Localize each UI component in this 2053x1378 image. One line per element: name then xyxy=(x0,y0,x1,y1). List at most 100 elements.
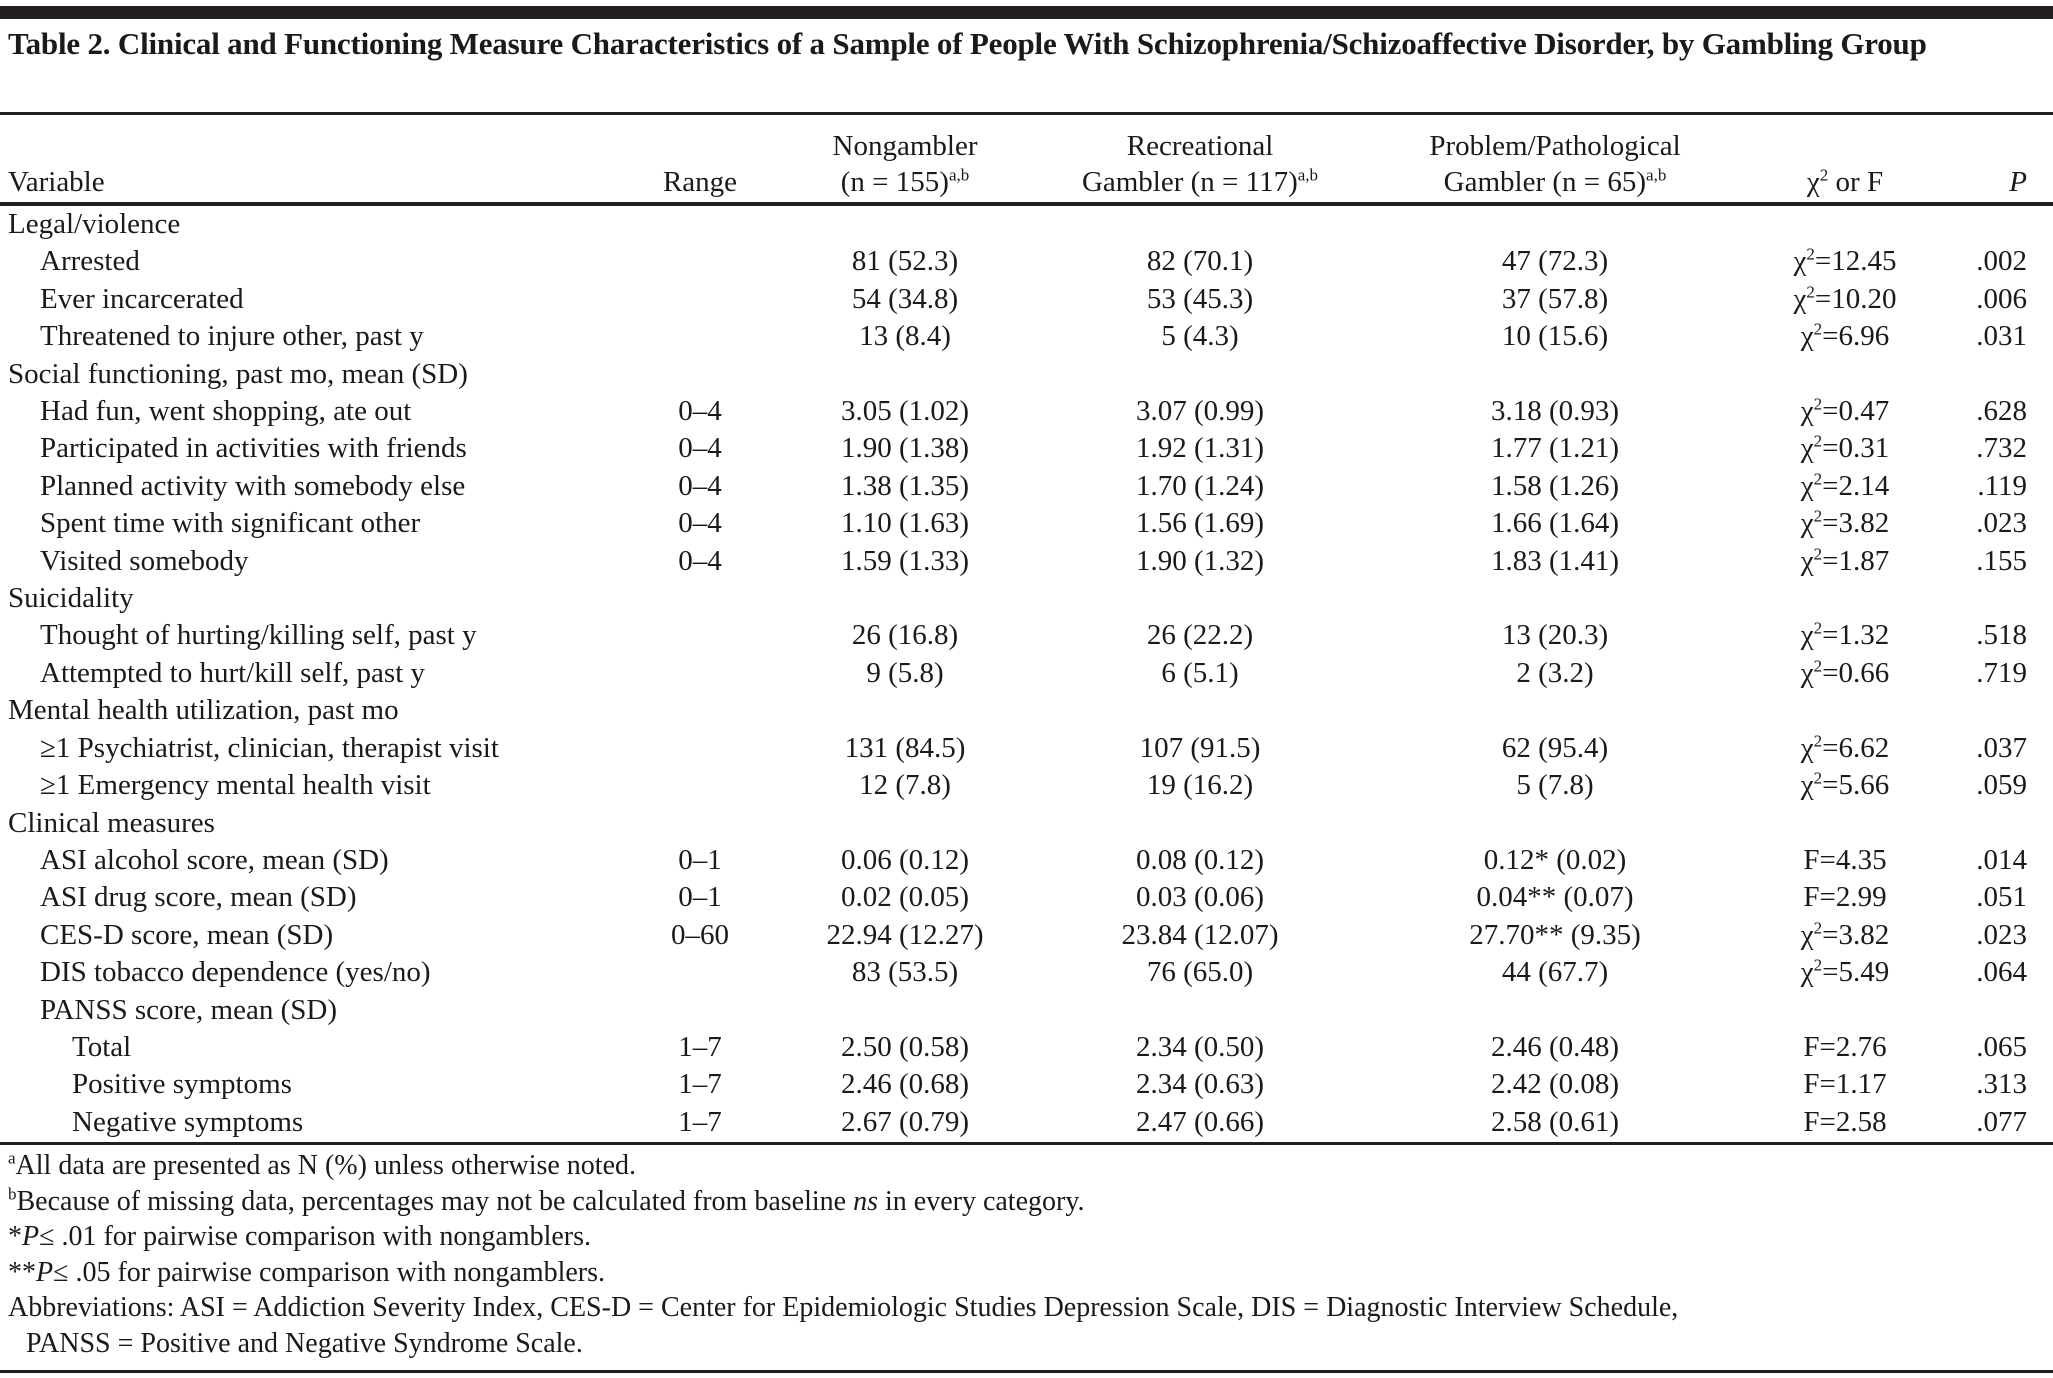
variable-cell: ASI alcohol score, mean (SD) xyxy=(40,843,389,876)
statistic-cell: χ2=10.20 xyxy=(1793,282,1897,315)
nongambler-cell: 12 (7.8) xyxy=(859,769,951,802)
variable-cell: Spent time with significant other xyxy=(40,507,421,540)
problem-cell: 1.66 (1.64) xyxy=(1490,507,1620,540)
empty-cell xyxy=(1030,580,1370,617)
table-row: Visited somebody 0–4 1.59 (1.33) 1.90 (1.32… xyxy=(0,543,2053,580)
range-cell xyxy=(620,655,780,692)
range-cell: 0–60 xyxy=(671,918,729,951)
empty-cell xyxy=(620,356,780,393)
section-row: PANSS score, mean (SD) xyxy=(0,992,2053,1029)
recreational-cell: 0.08 (0.12) xyxy=(1135,843,1265,876)
p-value-cell: .023 xyxy=(1976,918,2027,951)
p-value-cell: .155 xyxy=(1976,544,2027,577)
variable-cell: Visited somebody xyxy=(40,544,249,577)
range-cell xyxy=(620,617,780,654)
range-cell: 1–7 xyxy=(678,1105,722,1138)
recreational-cell: 5 (4.3) xyxy=(1161,320,1239,353)
empty-cell xyxy=(780,580,1030,617)
variable-cell: Attempted to hurt/kill self, past y xyxy=(40,656,426,689)
problem-cell: 37 (57.8) xyxy=(1501,282,1609,315)
table-row: DIS tobacco dependence (yes/no) 83 (53.5)… xyxy=(0,954,2053,991)
problem-cell: 62 (95.4) xyxy=(1501,731,1609,764)
table-bottom-rule xyxy=(0,1142,2053,1145)
empty-cell xyxy=(1740,580,1950,617)
recreational-cell: 19 (16.2) xyxy=(1146,769,1254,802)
empty-cell xyxy=(1740,992,1950,1029)
p-value-cell: .119 xyxy=(1977,469,2027,502)
nongambler-cell: 83 (53.5) xyxy=(851,956,959,989)
statistic-cell: χ2=5.49 xyxy=(1800,955,1890,989)
empty-cell xyxy=(1370,805,1740,842)
empty-cell xyxy=(1030,206,1370,243)
statistic-cell: χ2=0.31 xyxy=(1800,431,1890,465)
variable-cell: ≥1 Psychiatrist, clinician, therapist vi… xyxy=(40,731,499,764)
table-row: Threatened to injure other, past y 13 (8.… xyxy=(0,318,2053,355)
nongambler-cell: 26 (16.8) xyxy=(851,619,959,652)
section-row: Legal/violence xyxy=(0,206,2053,243)
empty-cell xyxy=(1950,356,2053,393)
nongambler-cell: 9 (5.8) xyxy=(866,656,944,689)
p-value-cell: .313 xyxy=(1976,1068,2027,1101)
p-value-cell: .077 xyxy=(1976,1105,2027,1138)
p-value-cell: .023 xyxy=(1976,507,2027,540)
recreational-cell: 1.90 (1.32) xyxy=(1135,544,1265,577)
variable-cell: Negative symptoms xyxy=(72,1105,304,1138)
table-row: Arrested 81 (52.3) 82 (70.1) 47 (72.3) χ2=12… xyxy=(0,243,2053,280)
problem-cell: 3.18 (0.93) xyxy=(1490,395,1620,428)
nongambler-cell: 3.05 (1.02) xyxy=(840,395,970,428)
variable-cell: Total xyxy=(72,1030,132,1063)
p-value-cell: .051 xyxy=(1976,881,2027,914)
statistic-cell: F=1.17 xyxy=(1803,1068,1887,1101)
recreational-cell: 107 (91.5) xyxy=(1139,731,1261,764)
p-value-cell: .719 xyxy=(1976,656,2027,689)
table-row: Thought of hurting/killing self, past y 2… xyxy=(0,617,2053,654)
empty-cell xyxy=(1370,992,1740,1029)
empty-cell xyxy=(780,206,1030,243)
p-value-cell: .006 xyxy=(1976,282,2027,315)
variable-cell: Planned activity with somebody else xyxy=(40,469,466,502)
empty-cell xyxy=(780,805,1030,842)
nongambler-cell: 54 (34.8) xyxy=(851,282,959,315)
range-cell: 0–4 xyxy=(678,469,722,502)
empty-cell xyxy=(1030,356,1370,393)
variable-cell: DIS tobacco dependence (yes/no) xyxy=(40,956,431,989)
recreational-cell: 3.07 (0.99) xyxy=(1135,395,1265,428)
table-row: Negative symptoms 1–7 2.67 (0.79) 2.47 (0.6… xyxy=(0,1104,2053,1141)
range-cell: 0–4 xyxy=(678,507,722,540)
nongambler-cell: 1.38 (1.35) xyxy=(840,469,970,502)
empty-cell xyxy=(780,992,1030,1029)
variable-cell: CES-D score, mean (SD) xyxy=(40,918,334,951)
empty-cell xyxy=(620,206,780,243)
variable-cell: Threatened to injure other, past y xyxy=(40,320,424,353)
table-row: Spent time with significant other 0–4 1.10… xyxy=(0,505,2053,542)
variable-cell: PANSS score, mean (SD) xyxy=(40,993,337,1026)
recreational-cell: 26 (22.2) xyxy=(1146,619,1254,652)
recreational-cell: 6 (5.1) xyxy=(1161,656,1239,689)
table-row: Ever incarcerated 54 (34.8) 53 (45.3) 37 (5… xyxy=(0,281,2053,318)
recreational-cell: 0.03 (0.06) xyxy=(1135,881,1265,914)
section-row: Clinical measures xyxy=(0,805,2053,842)
problem-cell: 1.83 (1.41) xyxy=(1490,544,1620,577)
problem-cell: 0.04** (0.07) xyxy=(1476,881,1634,914)
nongambler-cell: 131 (84.5) xyxy=(844,731,966,764)
footer-rule xyxy=(0,1370,2053,1373)
empty-cell xyxy=(620,992,780,1029)
top-bar xyxy=(0,6,2053,19)
variable-cell: Thought of hurting/killing self, past y xyxy=(40,619,477,652)
empty-cell xyxy=(1740,805,1950,842)
p-value-cell: .037 xyxy=(1976,731,2027,764)
table-row: CES-D score, mean (SD) 0–60 22.94 (12.27) 2… xyxy=(0,917,2053,954)
problem-cell: 1.58 (1.26) xyxy=(1490,469,1620,502)
statistic-cell: χ2=6.62 xyxy=(1800,731,1890,764)
range-cell: 0–1 xyxy=(678,843,722,876)
problem-cell: 2.58 (0.61) xyxy=(1490,1105,1620,1138)
table-row: ≥1 Emergency mental health visit 12 (7.8)… xyxy=(0,767,2053,804)
footnote-star2: **P≤ .05 for pairwise comparison with no… xyxy=(8,1256,606,1288)
range-cell: 1–7 xyxy=(678,1068,722,1101)
empty-cell xyxy=(1740,356,1950,393)
statistic-cell: χ2=1.87 xyxy=(1800,544,1890,577)
header-statistic: χ2 or F xyxy=(1806,165,1884,198)
recreational-cell: 2.47 (0.66) xyxy=(1135,1105,1265,1138)
p-value-cell: .002 xyxy=(1976,245,2027,278)
title-rule xyxy=(0,112,2053,115)
